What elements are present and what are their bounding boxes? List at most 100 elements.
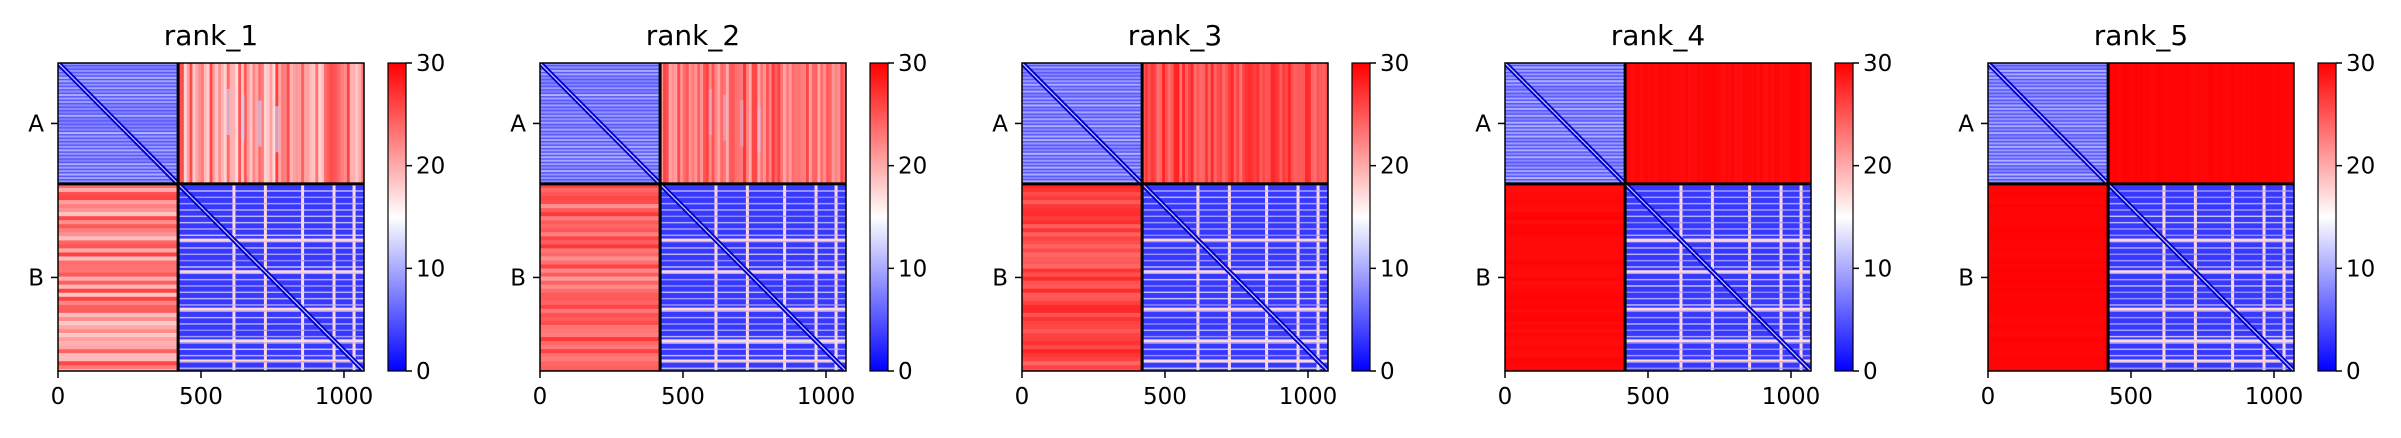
aa-line [58,135,179,138]
ab-stripe [2199,63,2203,184]
ab-stripe [728,63,733,184]
ba-stripe [58,228,179,233]
ba-stripe [540,195,661,201]
ba-stripe [540,292,661,298]
ba-stripe [58,292,179,298]
ab-stripe [272,63,276,184]
ab-stripe [1156,63,1160,184]
x-tick-label: 1000 [797,384,856,410]
ab-stripe [261,63,265,184]
aa-line [540,138,661,141]
ab-stripe [1230,63,1235,184]
ab-stripe [677,63,681,184]
ab-stripe [1668,63,1672,184]
heatmap-panel: rank_2 0 500 1000 A B 0 10 20 30 [510,19,927,410]
aa-line [1022,145,1143,148]
ba-stripe [1022,304,1143,310]
ab-stripe [800,63,804,184]
heatmap-matrix [1988,63,2294,371]
ab-stripe [765,63,770,184]
ab-stripe [834,63,838,184]
ba-stripe [1988,224,2109,229]
ba-stripe [1988,191,2109,197]
aa-line [540,132,661,135]
aa-line [1988,156,2109,159]
ab-stripe [837,63,841,184]
heatmap-panel: rank_1 0 500 1000 A B 0 10 20 30 [28,19,445,410]
ab-stripe [1185,63,1189,184]
ab-stripe [1144,63,1149,184]
ba-stripe [58,300,179,306]
ba-stripe [1505,357,1626,362]
ab-stripe [2188,63,2192,184]
ab-stripe [794,63,798,184]
ba-stripe [1505,280,1626,286]
bb-texture-line [1142,285,1328,287]
ab-stripe [1302,63,1306,184]
bb-domain-line [660,238,846,242]
colorbar-tick-label: 0 [898,359,913,385]
ab-stripe [229,63,233,184]
ba-stripe [1988,183,2109,189]
aa-line [540,118,661,121]
ab-stripe [1633,63,1638,184]
colorbar-tick-label: 10 [1380,256,1409,282]
ba-stripe [1988,328,2109,334]
ab-stripe [1245,63,1249,184]
aa-line [1505,159,1626,162]
bb-domain-line [660,307,846,311]
bb-texture-line [1142,354,1328,357]
ba-stripe [1022,312,1143,318]
ba-stripe [1505,256,1626,261]
aa-line [58,166,179,169]
bb-domain-line [2108,339,2294,343]
ab-stripe [2211,63,2215,184]
x-tick-label: 500 [179,384,223,410]
bb-texture-line [1142,310,1328,313]
aa-line [58,104,179,107]
ab-stripe [2225,63,2229,184]
bb-texture-line [660,272,846,275]
ab-stripe [1716,63,1720,184]
ab-stripe [2205,63,2209,184]
x-tick-label: 1000 [2245,384,2304,410]
ba-stripe [58,232,179,237]
colorbar-tick-label: 20 [898,154,927,180]
bb-domain-line [178,359,364,363]
ba-stripe [1505,240,1626,245]
ba-stripe [1022,248,1143,253]
ba-stripe [1505,236,1626,241]
aa-line [1505,170,1626,173]
aa-line [1022,63,1143,65]
ab-stripe [668,63,673,184]
aa-line [1022,111,1143,114]
aa-line [1022,135,1143,138]
bb-texture-line [178,348,364,351]
ab-stripe [671,63,675,184]
colorbar-tick-label: 0 [2346,359,2361,385]
bb-texture-line [1142,266,1328,268]
ab-stripe [2219,63,2224,184]
bb-domain-line [834,183,838,371]
bb-domain-line [352,183,356,371]
ba-stripe [58,208,179,213]
colorbar-tick-label: 10 [416,256,445,282]
ba-stripe [1505,349,1626,354]
ab-stripe [1265,63,1269,184]
ba-stripe [1022,252,1143,257]
ba-stripe [540,300,661,306]
colorbar-tick-label: 0 [1380,359,1395,385]
bb-texture-line [178,367,364,370]
bb-domain-line [660,270,846,274]
panel-title: rank_2 [646,19,740,52]
x-tick-label: 0 [1981,384,1996,410]
aa-line [1988,111,2109,114]
ba-stripe [58,244,179,249]
bb-texture-line [2108,234,2294,237]
bb-texture-line [1625,316,1811,319]
ba-stripe [1505,353,1626,358]
aa-line [1505,107,1626,110]
ba-stripe [540,320,661,326]
ab-stripe [361,63,364,184]
ba-stripe [58,248,179,253]
